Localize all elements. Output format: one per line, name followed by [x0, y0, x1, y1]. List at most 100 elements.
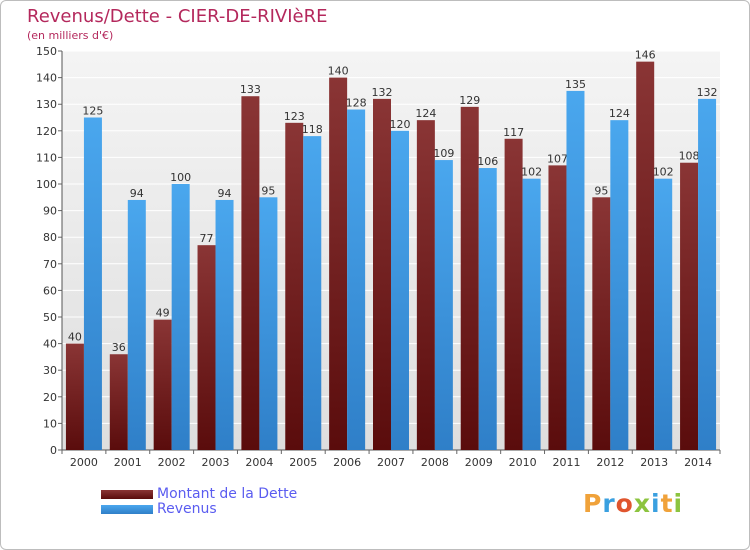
data-label-dette: 95 — [594, 184, 608, 197]
y-tick-label: 20 — [43, 391, 57, 404]
bar-dette — [373, 98, 391, 450]
bar-revenus — [259, 197, 278, 450]
y-tick-label: 130 — [36, 98, 57, 111]
data-label-revenus: 109 — [433, 147, 454, 160]
bar-revenus — [347, 109, 366, 451]
data-label-dette: 107 — [547, 152, 568, 165]
bar-dette — [548, 165, 567, 450]
bar-dette — [636, 61, 655, 450]
x-tick-label: 2000 — [70, 456, 98, 469]
logo-letter: r — [602, 489, 616, 518]
data-label-dette: 124 — [415, 107, 436, 120]
x-tick-label: 2012 — [596, 456, 624, 469]
bar-revenus — [127, 199, 146, 450]
x-tick-label: 2010 — [509, 456, 537, 469]
bar-revenus — [610, 120, 629, 450]
data-label-revenus: 102 — [653, 166, 674, 179]
bar-dette — [241, 96, 260, 450]
data-label-revenus: 125 — [82, 105, 103, 118]
y-tick-label: 80 — [43, 231, 57, 244]
bar-dette — [416, 120, 435, 450]
y-tick-label: 110 — [36, 151, 57, 164]
data-label-revenus: 132 — [697, 86, 718, 99]
data-label-revenus: 128 — [346, 97, 367, 110]
data-label-revenus: 94 — [130, 187, 144, 200]
y-tick-label: 40 — [43, 338, 57, 351]
chart-subtitle: (en milliers d'€) — [27, 29, 114, 42]
proxiti-logo: Proxiti — [583, 489, 683, 518]
data-label-dette: 77 — [200, 232, 214, 245]
bar-dette — [680, 162, 699, 450]
bar-revenus — [654, 178, 673, 450]
y-tick-label: 100 — [36, 178, 57, 191]
bar-dette — [285, 122, 304, 450]
bar-dette — [109, 354, 128, 450]
x-tick-label: 2005 — [289, 456, 317, 469]
bar-revenus — [171, 184, 190, 450]
data-label-dette: 49 — [156, 307, 170, 320]
y-tick-label: 120 — [36, 125, 57, 138]
y-tick-label: 140 — [36, 72, 57, 85]
bar-revenus — [391, 130, 409, 451]
bar-revenus — [566, 90, 585, 451]
x-tick-label: 2013 — [640, 456, 668, 469]
data-label-dette: 36 — [112, 341, 126, 354]
data-label-revenus: 118 — [302, 123, 323, 136]
data-label-revenus: 106 — [477, 155, 498, 168]
data-label-revenus: 100 — [170, 171, 191, 184]
bar-dette — [153, 319, 172, 450]
legend-swatch-dette — [101, 490, 153, 499]
legend-swatch-revenus — [101, 505, 153, 514]
bar-revenus — [478, 168, 497, 451]
y-tick-label: 60 — [43, 284, 57, 297]
bar-dette — [329, 77, 348, 450]
logo-letter: i — [651, 489, 661, 518]
bar-dette — [197, 245, 216, 450]
x-tick-label: 2004 — [245, 456, 273, 469]
bar-revenus — [434, 160, 453, 450]
x-tick-label: 2008 — [421, 456, 449, 469]
data-label-dette: 129 — [459, 94, 480, 107]
bar-revenus — [698, 98, 717, 450]
legend-label-dette: Montant de la Dette — [157, 486, 298, 502]
y-tick-label: 150 — [36, 45, 57, 58]
data-label-dette: 132 — [372, 86, 393, 99]
x-tick-label: 2009 — [465, 456, 493, 469]
bar-revenus — [522, 178, 541, 450]
data-label-revenus: 124 — [609, 107, 630, 120]
bar-revenus — [83, 117, 102, 450]
x-tick-label: 2001 — [114, 456, 142, 469]
logo-letter: x — [633, 489, 651, 518]
x-tick-label: 2002 — [158, 456, 186, 469]
logo-letter: o — [615, 489, 634, 518]
data-label-dette: 117 — [503, 126, 524, 139]
x-tick-label: 2007 — [377, 456, 405, 469]
data-label-dette: 123 — [284, 110, 305, 123]
logo-letter: i — [673, 489, 684, 518]
bar-dette — [65, 343, 84, 450]
chart-title: Revenus/Dette - CIER-DE-RIVIèRE — [27, 6, 328, 27]
data-label-revenus: 120 — [390, 118, 411, 131]
x-tick-label: 2014 — [684, 456, 712, 469]
data-label-dette: 40 — [68, 331, 82, 344]
y-tick-label: 90 — [43, 205, 57, 218]
data-label-dette: 133 — [240, 83, 261, 96]
bar-revenus — [303, 136, 322, 450]
data-label-revenus: 94 — [218, 187, 232, 200]
x-tick-label: 2003 — [202, 456, 230, 469]
bar-dette — [504, 138, 523, 450]
data-label-revenus: 135 — [565, 78, 586, 91]
y-tick-label: 30 — [43, 364, 57, 377]
bar-dette — [460, 106, 479, 451]
data-label-revenus: 95 — [261, 184, 275, 197]
data-label-revenus: 102 — [521, 166, 542, 179]
y-tick-label: 70 — [43, 258, 57, 271]
bar-revenus — [215, 199, 234, 450]
x-tick-label: 2006 — [333, 456, 361, 469]
data-label-dette: 140 — [328, 65, 349, 78]
y-tick-label: 50 — [43, 311, 57, 324]
logo-letter: t — [660, 489, 674, 518]
data-label-dette: 108 — [679, 150, 700, 163]
